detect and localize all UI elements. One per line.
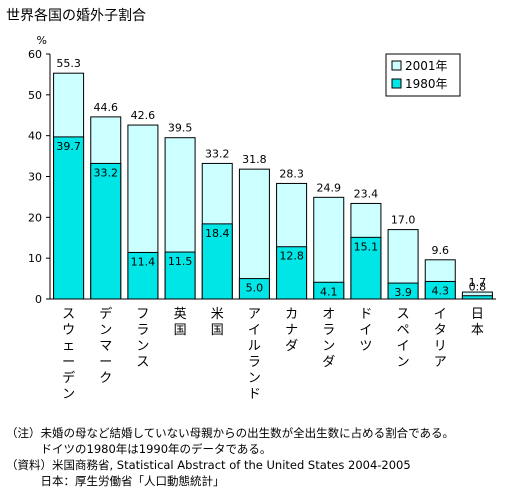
data-label-2001: 33.2	[205, 147, 230, 160]
category-label: 米国	[211, 307, 224, 338]
legend-swatch-1980	[391, 78, 402, 89]
data-label-1980: 4.1	[320, 285, 338, 298]
note-line: （注）未婚の母など結婚していない母親からの出生数が全出生数に占める割合である。	[6, 426, 455, 440]
y-axis-unit: %	[37, 34, 47, 47]
data-label-2001: 24.9	[317, 181, 342, 194]
y-tick-label: 40	[28, 130, 42, 143]
y-tick-label: 10	[28, 252, 42, 265]
y-tick-label: 20	[28, 211, 42, 224]
bar-1980	[90, 162, 122, 300]
legend-label-1980: 1980年	[405, 77, 448, 91]
y-tick-label: 0	[35, 293, 42, 306]
chart-title: 世界各国の婚外子割合	[6, 8, 146, 24]
data-label-1980: 11.5	[168, 255, 193, 268]
bar-2001	[238, 168, 270, 300]
category-label: ドイツ	[359, 307, 372, 354]
category-label: スウェーデン	[62, 307, 75, 402]
note-line: 日本：厚生労働省「人口動態統計」	[6, 474, 225, 488]
category-label: 英国	[174, 307, 187, 338]
data-label-1980: 15.1	[354, 240, 379, 253]
data-label-1980: 5.0	[246, 282, 264, 295]
data-label-1980: 18.4	[205, 227, 230, 240]
category-label: スペイン	[397, 307, 410, 370]
data-label-1980: 3.9	[394, 286, 412, 299]
bar-1980	[127, 251, 159, 300]
note-line: （資料）米国商務省, Statistical Abstract of the U…	[6, 458, 411, 472]
category-label: アイルランド	[248, 307, 261, 402]
category-label: イタリア	[434, 307, 447, 370]
legend-swatch-2001	[391, 60, 402, 71]
data-label-1980: 4.3	[432, 284, 450, 297]
data-label-1980: 0.8	[469, 281, 487, 294]
data-label-2001: 17.0	[391, 214, 416, 227]
category-label: 日本	[471, 307, 484, 338]
bar-1980	[387, 282, 419, 300]
notes: （注）未婚の母など結婚していない母親からの出生数が全出生数に占める割合である。 …	[6, 425, 454, 489]
category-label: フランス	[136, 307, 149, 370]
data-label-2001: 44.6	[94, 101, 119, 114]
category-label: デンマーク	[99, 306, 112, 386]
chart: 0 10 20 30 40 50 60% 55.3 39.7 スウェーデン 44.6 33.2 デンマー…	[28, 34, 496, 402]
bar-1980	[424, 280, 456, 300]
data-label-1980: 12.8	[279, 250, 304, 263]
data-label-2001: 55.3	[56, 57, 81, 70]
data-label-2001: 31.8	[242, 153, 267, 166]
note-line: ドイツの1980年は1990年のデータである。	[6, 442, 272, 456]
data-label-2001: 1.7	[469, 276, 487, 289]
category-label: オランダ	[322, 307, 335, 370]
data-label-2001: 28.3	[279, 167, 304, 180]
bar-1980	[164, 251, 196, 300]
data-label-2001: 39.5	[168, 122, 193, 135]
legend-label-2001: 2001年	[405, 59, 448, 73]
data-label-1980: 33.2	[94, 166, 119, 179]
bar-1980	[350, 236, 382, 300]
y-tick-label: 60	[28, 48, 42, 61]
data-label-2001: 42.6	[131, 109, 156, 122]
bar-1980	[276, 246, 308, 300]
bar-1980	[201, 223, 233, 300]
category-label: カナダ	[285, 307, 298, 354]
data-label-2001: 9.6	[432, 244, 450, 257]
bar-1980	[53, 136, 85, 300]
data-label-1980: 39.7	[56, 140, 81, 153]
data-label-1980: 11.4	[131, 255, 156, 268]
bar-1980	[461, 295, 493, 300]
y-tick-label: 30	[28, 171, 42, 184]
y-tick-label: 50	[28, 89, 42, 102]
data-label-2001: 23.4	[354, 187, 379, 200]
bar-1980	[238, 278, 270, 300]
bar-1980	[313, 281, 345, 300]
